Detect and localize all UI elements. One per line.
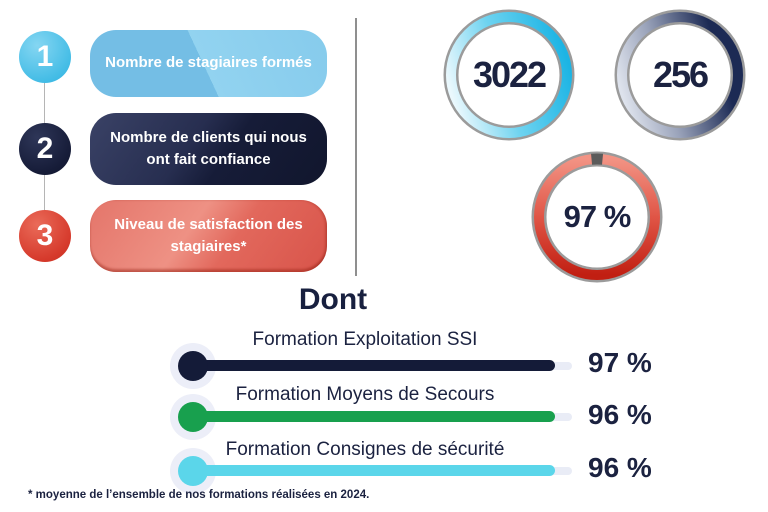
bar-2-value: 96 % [588, 399, 652, 430]
bar-2-label: Formation Moyens de Secours [235, 384, 495, 405]
step-3-badge: 3 [19, 210, 71, 262]
gauge-stagiaires-formes: 3022 [441, 7, 577, 143]
gauge-clients: 256 [612, 7, 748, 143]
vertical-divider [355, 18, 357, 276]
step-2-label: Nombre de clients qui nous ont fait conf… [110, 128, 307, 169]
step-3-label: Niveau de satisfaction des stagiaires* [114, 215, 303, 256]
bar-3-label: Formation Consignes de sécurité [225, 439, 505, 460]
step-3-label-pill: Niveau de satisfaction des stagiaires* [90, 200, 327, 272]
bar-1-label: Formation Exploitation SSI [252, 329, 478, 350]
bar-3-fill [191, 465, 555, 476]
bar-1-knob [178, 351, 208, 381]
bar-2-knob [178, 402, 208, 432]
step-1-label: Nombre de stagiaires formés [105, 54, 312, 72]
bar-2-fill [191, 411, 555, 422]
gauge-ring-red [531, 151, 663, 283]
step-2-badge: 2 [19, 123, 71, 175]
gauge-clients-value: 256 [652, 54, 709, 95]
step-2-number: 2 [36, 132, 54, 165]
bar-3-knob [178, 456, 208, 486]
step-1-badge: 1 [19, 31, 71, 83]
gauge-stagiaires-value: 3022 [472, 54, 547, 95]
bar-3-value: 96 % [588, 452, 652, 483]
gauge-satisfaction-value: 97 % [563, 199, 632, 234]
step-1-number: 1 [36, 40, 54, 73]
gauge-satisfaction: 97 % [529, 149, 665, 285]
gauge-ring-blue [443, 9, 575, 141]
step-3-number: 3 [36, 219, 54, 252]
bar-1-fill [191, 360, 555, 371]
bar-1-value: 97 % [588, 347, 652, 378]
breakdown-heading: Dont [298, 283, 368, 316]
footnote: * moyenne de l’ensemble de nos formation… [28, 489, 370, 501]
step-1-label-pill: Nombre de stagiaires formés [90, 30, 327, 97]
gauge-ring-navy [614, 9, 746, 141]
step-2-label-pill: Nombre de clients qui nous ont fait conf… [90, 113, 327, 185]
